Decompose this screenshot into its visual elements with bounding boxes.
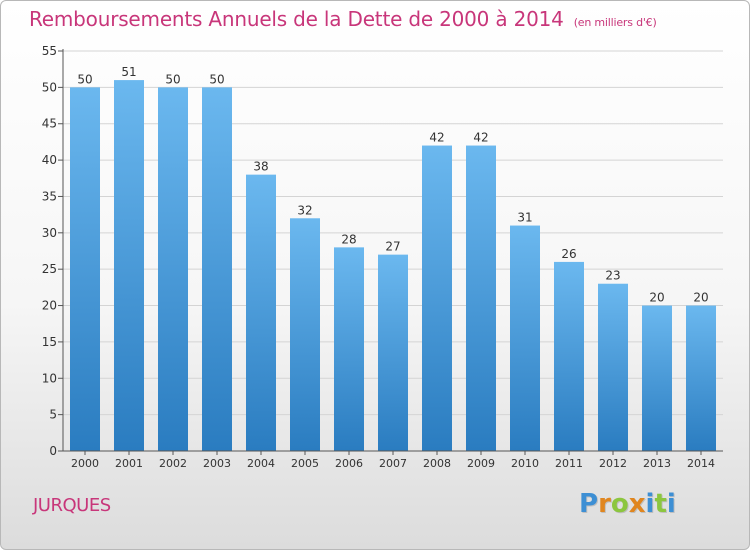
bar [246,174,276,452]
x-tick-label: 2008 [423,457,451,470]
data-label: 42 [429,131,444,145]
x-tick-label: 2000 [71,457,99,470]
x-tick-label: 2011 [555,457,583,470]
data-label: 20 [693,291,708,305]
y-tick-label: 55 [42,44,57,58]
data-label: 50 [165,72,180,86]
bar [158,87,188,451]
x-tick-label: 2012 [599,457,627,470]
bar [642,305,672,451]
data-label: 32 [297,203,312,217]
bar [334,247,364,451]
y-tick-label: 15 [42,335,57,349]
x-tick-label: 2001 [115,457,143,470]
data-label: 26 [561,247,576,261]
bar [686,305,716,451]
data-label: 50 [209,72,224,86]
data-label: 27 [385,240,400,254]
y-tick-label: 25 [42,262,57,276]
bar [70,87,100,451]
bar [466,145,496,451]
chart-title-text: Remboursements Annuels de la Dette de 20… [29,7,564,31]
bar [290,218,320,451]
x-tick-label: 2005 [291,457,319,470]
x-tick-label: 2002 [159,457,187,470]
x-tick-label: 2004 [247,457,275,470]
logo-letter: t [654,489,667,519]
logo-letter: i [666,489,676,519]
y-tick-label: 5 [49,408,57,422]
y-tick-label: 50 [42,80,57,94]
logo-letter: o [610,489,629,519]
location-name: JURQUES [33,495,111,516]
proxiti-logo: Proxiti [579,489,676,519]
data-label: 20 [649,291,664,305]
chart-subtitle: (en milliers d'€) [573,16,657,29]
y-tick-label: 30 [42,226,57,240]
x-tick-label: 2009 [467,457,495,470]
y-tick-label: 20 [42,299,57,313]
bar [598,283,628,451]
bar [554,261,584,451]
x-tick-label: 2010 [511,457,539,470]
data-label: 23 [605,269,620,283]
data-label: 38 [253,160,268,174]
bar [114,80,144,451]
axes: 0 5 10 15 20 25 30 35 40 45 50 55 2000 2001 2002 2003 20… [42,44,723,470]
x-tick-label: 2003 [203,457,231,470]
chart-title: Remboursements Annuels de la Dette de 20… [29,7,657,31]
data-label: 31 [517,211,532,225]
bar [422,145,452,451]
logo-letter: x [628,489,646,519]
logo-letter: P [579,489,599,519]
data-labels: 50 51 50 50 38 32 28 27 42 42 31 26 23 20 20 [77,65,708,304]
x-tick-label: 2006 [335,457,363,470]
y-tick-label: 40 [42,153,57,167]
bars [70,80,716,452]
logo-letter: i [645,489,655,519]
y-tick-label: 0 [49,444,57,458]
data-label: 50 [77,72,92,86]
y-tick-label: 45 [42,117,57,131]
data-label: 51 [121,65,136,79]
data-label: 42 [473,131,488,145]
x-tick-label: 2014 [687,457,715,470]
bar [510,225,540,451]
x-tick-label: 2007 [379,457,407,470]
data-label: 28 [341,232,356,246]
x-tick-label: 2013 [643,457,671,470]
bar [378,254,408,451]
y-tick-label: 35 [42,189,57,203]
bar [202,87,232,451]
y-tick-label: 10 [42,371,57,385]
logo-letter: r [598,489,611,519]
